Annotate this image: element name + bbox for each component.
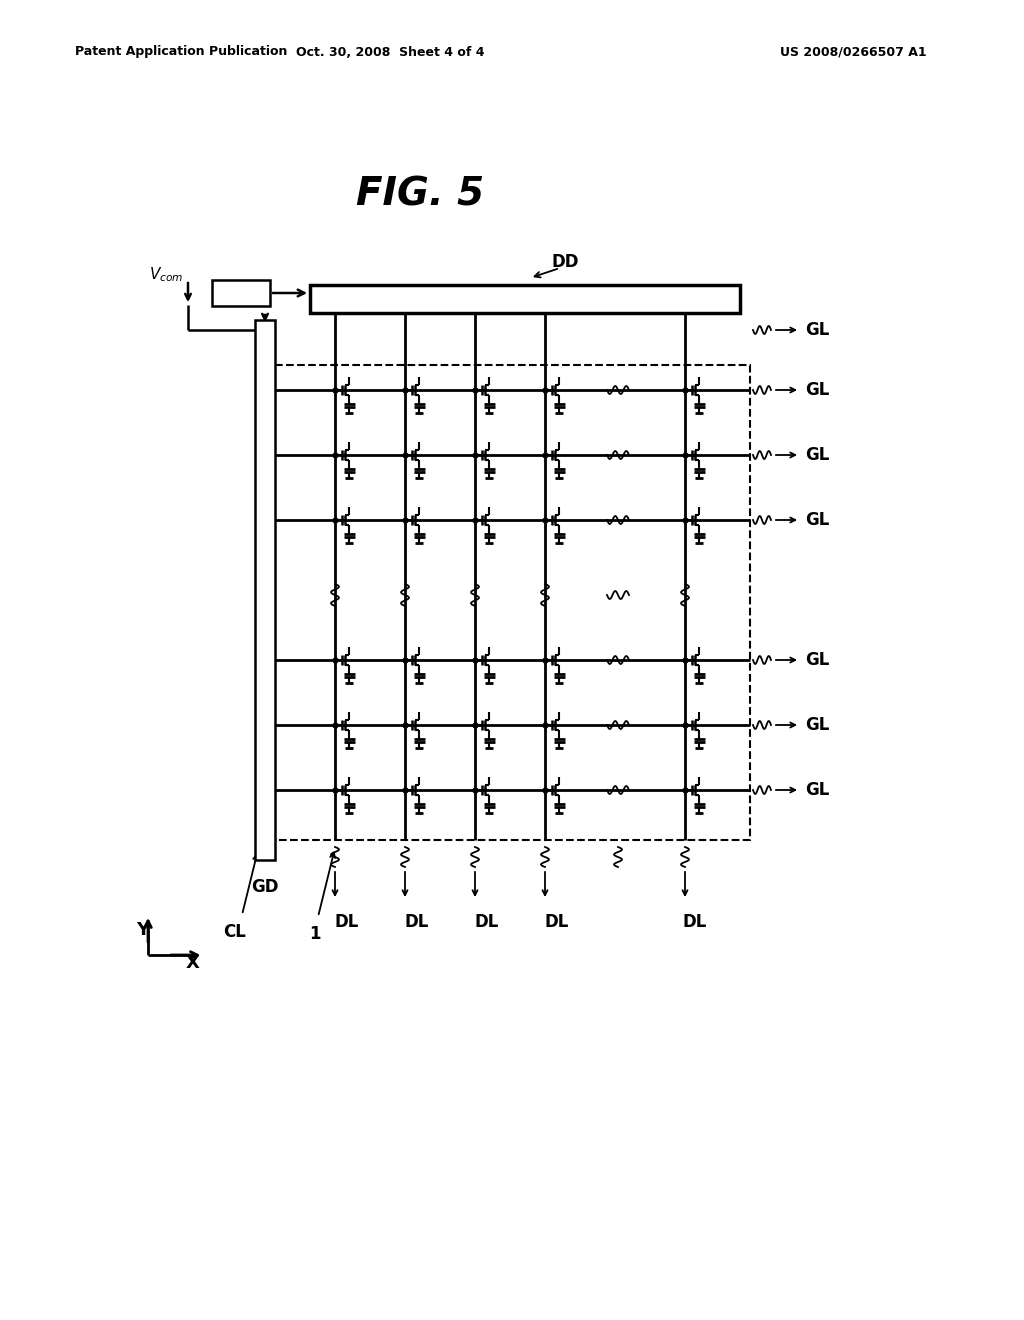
Text: GD: GD bbox=[251, 878, 279, 896]
Text: $V_{com}$: $V_{com}$ bbox=[148, 265, 183, 284]
Text: Patent Application Publication: Patent Application Publication bbox=[75, 45, 288, 58]
Bar bbox=[275, 366, 750, 840]
Text: GL: GL bbox=[805, 715, 829, 734]
Bar bbox=[212, 280, 270, 306]
Text: FIG. 5: FIG. 5 bbox=[356, 176, 484, 214]
Text: DD: DD bbox=[551, 253, 579, 271]
Text: GL: GL bbox=[805, 651, 829, 669]
Bar bbox=[255, 319, 275, 861]
Bar bbox=[310, 285, 740, 313]
Text: 1: 1 bbox=[309, 925, 321, 942]
Text: TCON: TCON bbox=[221, 286, 260, 300]
Text: GL: GL bbox=[805, 511, 829, 529]
Text: GL: GL bbox=[805, 781, 829, 799]
Text: X: X bbox=[186, 954, 200, 972]
Text: GL: GL bbox=[805, 446, 829, 465]
Text: GL: GL bbox=[805, 321, 829, 339]
Text: Oct. 30, 2008  Sheet 4 of 4: Oct. 30, 2008 Sheet 4 of 4 bbox=[296, 45, 484, 58]
Text: DL: DL bbox=[683, 913, 708, 931]
Text: GL: GL bbox=[805, 381, 829, 399]
Text: Y: Y bbox=[136, 921, 150, 939]
Text: US 2008/0266507 A1: US 2008/0266507 A1 bbox=[780, 45, 927, 58]
Text: DL: DL bbox=[335, 913, 359, 931]
Text: DL: DL bbox=[545, 913, 569, 931]
Text: CL: CL bbox=[223, 923, 247, 941]
Text: DL: DL bbox=[475, 913, 499, 931]
Text: DL: DL bbox=[404, 913, 429, 931]
